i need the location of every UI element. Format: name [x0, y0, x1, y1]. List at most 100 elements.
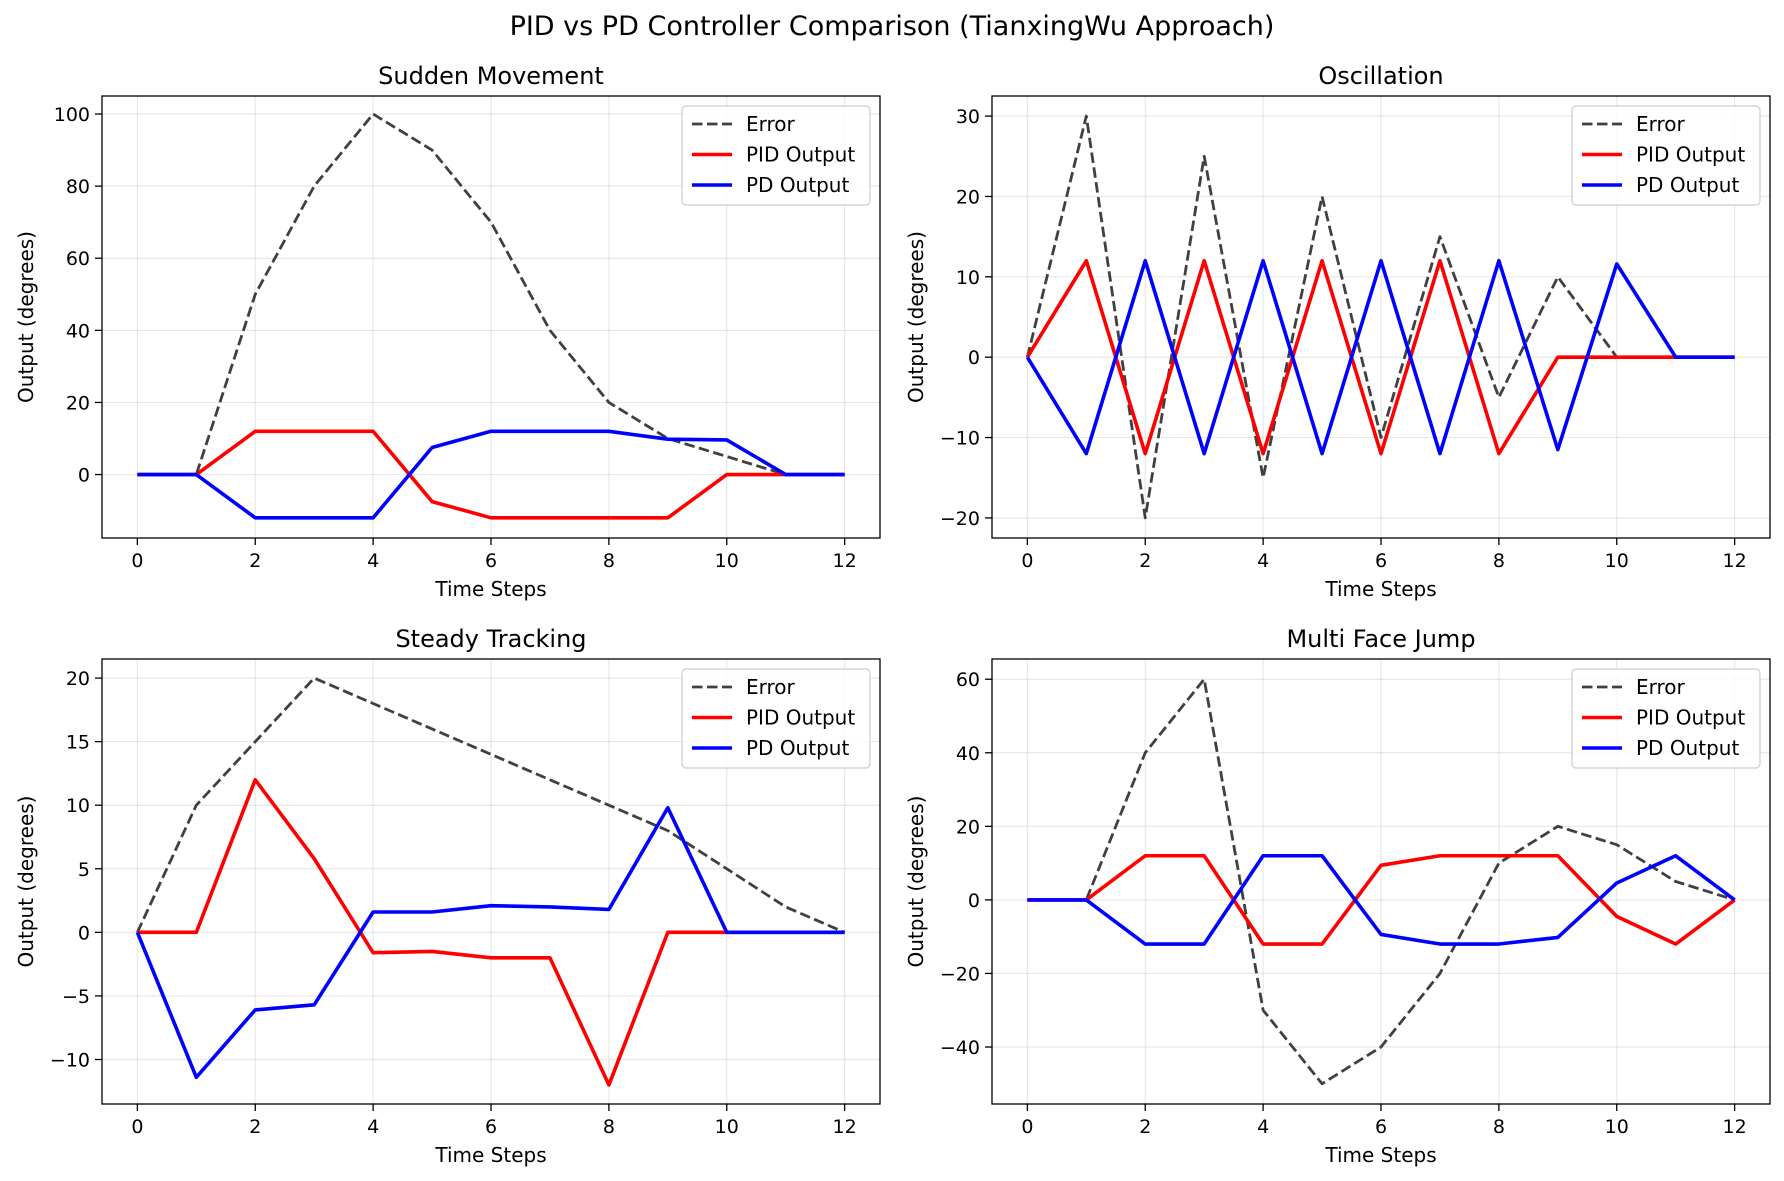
panel-4: 0 2 4 6 8 10 12 −40 −20 0 20 40 60 Multi Face Jump Tim…: [904, 625, 1771, 1167]
panel-2-xtick-label-0: 0: [1021, 550, 1033, 572]
panel-4-ytick-label-3: 20: [956, 816, 980, 838]
panel-2-legend-label-pid-output: PID Output: [1636, 143, 1745, 167]
panel-3-xlabel: Time Steps: [434, 1143, 546, 1167]
panel-2-ytick-label-5: 30: [956, 106, 980, 128]
panel-1-xtick-label-2: 4: [367, 550, 379, 572]
panel-3-title: Steady Tracking: [395, 625, 586, 653]
panel-4-legend-label-error: Error: [1636, 675, 1686, 699]
panel-2-ylabel: Output (degrees): [904, 231, 928, 403]
panel-4-ytick-label-4: 40: [956, 743, 980, 765]
panel-1-ylabel: Output (degrees): [14, 231, 38, 403]
panel-4-ytick-label-1: −20: [940, 963, 980, 985]
panel-4-legend-label-pd-output: PD Output: [1636, 736, 1739, 760]
panel-4-ytick-label-2: 0: [968, 890, 980, 912]
panel-3-xtick-label-4: 8: [603, 1116, 615, 1138]
panel-3-legend-label-error: Error: [746, 675, 796, 699]
panel-3-xtick-label-6: 12: [833, 1116, 857, 1138]
panel-1-legend-label-error: Error: [746, 112, 796, 136]
panel-4-ytick-label-5: 60: [956, 669, 980, 691]
panel-1-series-error: [137, 112, 845, 476]
panel-1: 0 2 4 6 8 10 12 0 20 40 60 80 100 Sudden Movement Time…: [14, 62, 881, 601]
panel-3-ytick-label-2: 0: [78, 922, 90, 944]
panel-4-title: Multi Face Jump: [1286, 625, 1475, 653]
panel-1-ytick-label-0: 0: [78, 465, 90, 487]
panel-4-series-error: [1027, 677, 1736, 1086]
panel-1-ytick-label-2: 40: [66, 320, 90, 342]
panel-1-xlabel: Time Steps: [434, 577, 546, 601]
panel-4-series-pd-output: [1027, 853, 1736, 946]
panel-3-series-error: [136, 676, 846, 934]
panel-2-legend-box: [1571, 105, 1761, 206]
panel-3-ytick-label-5: 15: [66, 732, 90, 754]
panel-4-ylabel: Output (degrees): [904, 796, 928, 968]
panel-3-xtick-label-3: 6: [485, 1116, 497, 1138]
panel-2-xtick-label-2: 4: [1257, 550, 1269, 572]
panel-4-ytick-label-0: −40: [940, 1037, 980, 1059]
figure-title: PID vs PD Controller Comparison (Tianxin…: [510, 11, 1275, 42]
panel-3-xtick-label-0: 0: [131, 1116, 143, 1138]
panel-4-xtick-label-2: 4: [1257, 1116, 1269, 1138]
panel-4-xtick-label-6: 12: [1723, 1116, 1747, 1138]
panel-2-xtick-label-5: 10: [1605, 550, 1629, 572]
panel-3-xtick-label-5: 10: [715, 1116, 739, 1138]
panel-1-legend-label-pid-output: PID Output: [746, 143, 855, 167]
panel-1-xtick-label-4: 8: [603, 550, 615, 572]
panel-3-series-pd-output: [135, 805, 845, 1080]
panel-3-ytick-label-4: 10: [66, 795, 90, 817]
panel-4-xtick-label-5: 10: [1605, 1116, 1629, 1138]
panel-2-ytick-label-2: 0: [968, 347, 980, 369]
panel-2-ytick-label-4: 20: [956, 186, 980, 208]
panel-2-legend-label-error: Error: [1636, 112, 1686, 136]
panel-1-ytick-label-5: 100: [54, 104, 90, 126]
panel-1-series-pd-output: [137, 429, 845, 520]
panel-1-ytick-label-4: 80: [66, 176, 90, 198]
panel-2-xtick-label-6: 12: [1723, 550, 1747, 572]
panel-3-xtick-label-2: 4: [367, 1116, 379, 1138]
panel-3-ytick-label-1: −5: [62, 986, 90, 1008]
panel-1-ytick-label-1: 20: [66, 392, 90, 414]
panel-1-xtick-label-6: 12: [833, 550, 857, 572]
panel-1-xtick-label-5: 10: [715, 550, 739, 572]
panel-3-ytick-label-3: 5: [78, 859, 90, 881]
panel-3-ylabel: Output (degrees): [14, 796, 38, 968]
panel-2-xtick-label-3: 6: [1375, 550, 1387, 572]
panel-4-xtick-label-0: 0: [1021, 1116, 1033, 1138]
panel-1-legend-label-pd-output: PD Output: [746, 173, 849, 197]
panel-4-legend-box: [1571, 668, 1761, 769]
panel-4-legend: Error PID Output PD Output: [1571, 668, 1761, 769]
panel-2-series-pd-output: [1025, 258, 1735, 456]
panel-3: 0 2 4 6 8 10 12 −10 −5 0 5 10 15 20 Steady Tracking Tim…: [14, 625, 881, 1167]
panel-1-legend: Error PID Output PD Output: [681, 105, 871, 206]
panel-2-ytick-label-1: −10: [940, 428, 980, 450]
panel-2-ytick-label-3: 10: [956, 267, 980, 289]
panel-2-xtick-label-1: 2: [1139, 550, 1151, 572]
panel-4-xtick-label-4: 8: [1493, 1116, 1505, 1138]
panel-4-xtick-label-1: 2: [1139, 1116, 1151, 1138]
panel-3-legend: Error PID Output PD Output: [681, 668, 871, 769]
panel-1-xtick-label-0: 0: [131, 550, 143, 572]
panel-3-legend-label-pd-output: PD Output: [746, 736, 849, 760]
panel-4-legend-label-pid-output: PID Output: [1636, 706, 1745, 730]
panel-2-series-pid-output: [1025, 258, 1735, 456]
panel-2-legend-label-pd-output: PD Output: [1636, 173, 1739, 197]
panel-2-title: Oscillation: [1318, 62, 1443, 90]
panel-2-xtick-label-4: 8: [1493, 550, 1505, 572]
panel-3-ytick-label-6: 20: [66, 668, 90, 690]
panel-3-legend-label-pid-output: PID Output: [746, 706, 855, 730]
panel-2-ytick-label-0: −20: [940, 508, 980, 530]
panel-2-legend: Error PID Output PD Output: [1571, 105, 1761, 206]
panel-4-series-pid-output: [1027, 853, 1736, 946]
panel-3-xtick-label-1: 2: [249, 1116, 261, 1138]
panel-3-ytick-label-0: −10: [50, 1050, 90, 1072]
panel-1-xtick-label-3: 6: [485, 550, 497, 572]
panel-2-xlabel: Time Steps: [1324, 577, 1436, 601]
panel-4-xtick-label-3: 6: [1375, 1116, 1387, 1138]
panel-3-legend-box: [681, 668, 871, 769]
panel-4-xlabel: Time Steps: [1324, 1143, 1436, 1167]
panel-1-series-pid-output: [137, 429, 845, 520]
panel-1-title: Sudden Movement: [378, 62, 604, 90]
panel-1-ytick-label-3: 60: [66, 248, 90, 270]
